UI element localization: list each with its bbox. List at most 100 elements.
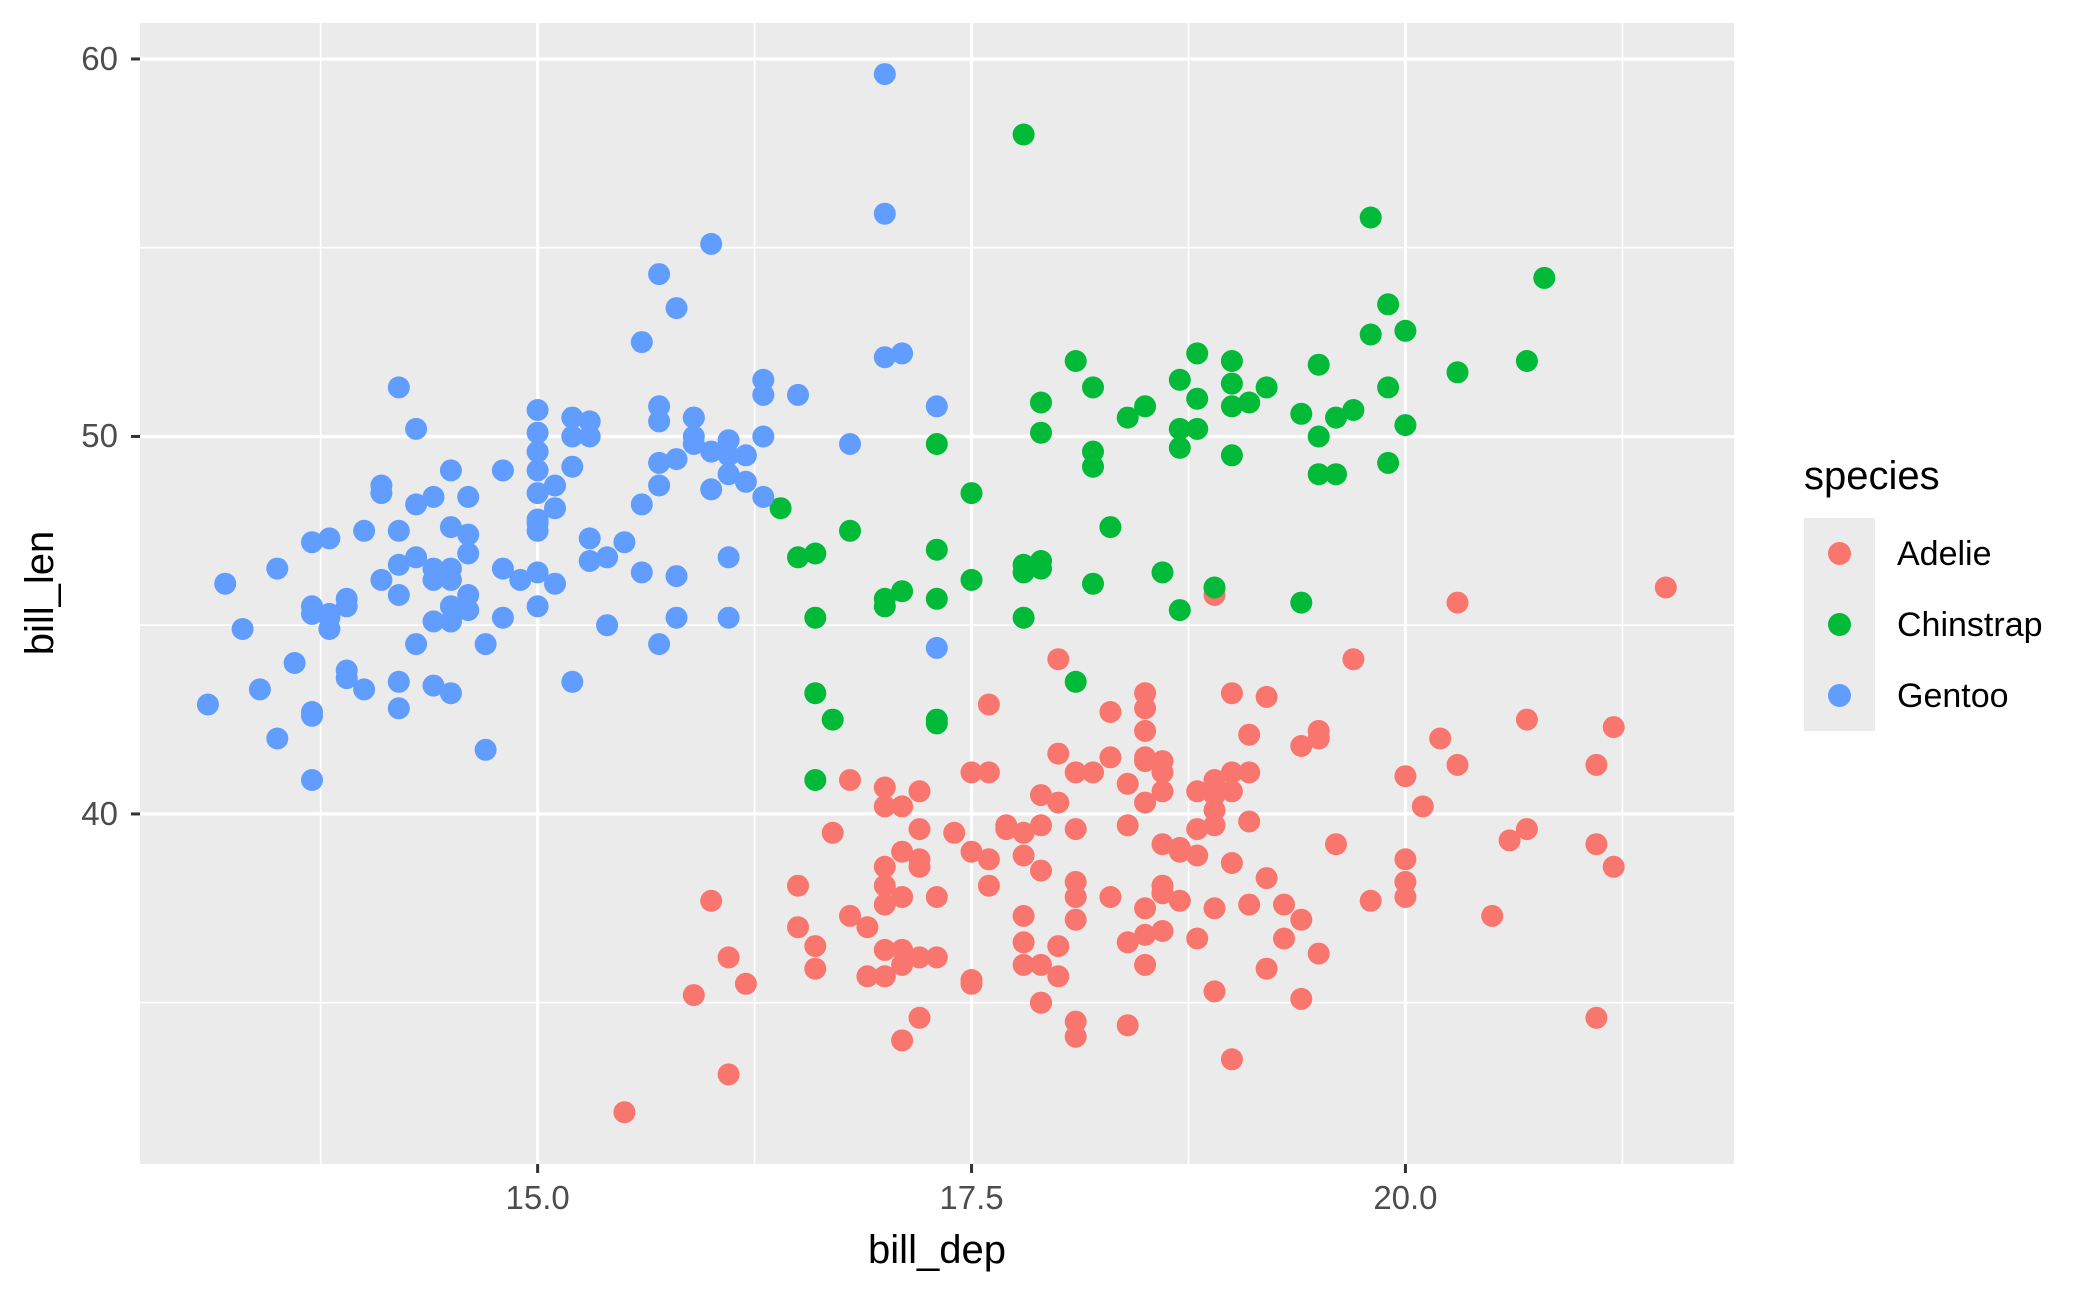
data-point-gentoo — [422, 568, 445, 591]
data-point-gentoo — [439, 557, 462, 580]
data-point-gentoo — [700, 440, 723, 463]
data-point-chinstrap — [787, 546, 809, 569]
data-point-gentoo — [700, 478, 723, 501]
data-point-adelie — [1134, 791, 1157, 814]
data-point-adelie — [925, 886, 948, 908]
data-point-adelie — [908, 946, 931, 969]
data-point-gentoo — [630, 561, 653, 584]
data-point-gentoo — [301, 701, 323, 723]
data-point-chinstrap — [1134, 395, 1157, 418]
data-point-adelie — [1151, 761, 1174, 784]
legend-items: Adelie Chinstrap Gentoo — [1804, 518, 2094, 731]
x-tick-label: 20.0 — [1373, 1179, 1438, 1216]
x-tick-label: 17.5 — [939, 1179, 1004, 1216]
data-point-gentoo — [405, 633, 428, 656]
data-point-chinstrap — [1082, 376, 1104, 399]
data-point-gentoo — [648, 263, 671, 286]
legend-key-box — [1804, 518, 1875, 589]
data-point-chinstrap — [1012, 561, 1035, 584]
data-point-gentoo — [561, 455, 584, 478]
data-point-adelie — [1134, 697, 1157, 720]
data-point-gentoo — [387, 697, 410, 720]
data-point-gentoo — [717, 444, 740, 467]
data-point-gentoo — [596, 546, 619, 569]
data-point-adelie — [1394, 870, 1417, 893]
data-point-gentoo — [873, 202, 896, 225]
data-point-chinstrap — [925, 708, 948, 731]
data-point-gentoo — [231, 618, 254, 640]
data-point-gentoo — [717, 546, 740, 569]
data-point-adelie — [1290, 987, 1313, 1010]
data-point-adelie — [1203, 814, 1226, 837]
data-point-gentoo — [491, 459, 514, 482]
data-point-gentoo — [301, 769, 323, 791]
data-point-adelie — [1030, 859, 1052, 882]
data-point-adelie — [960, 969, 983, 991]
data-point-gentoo — [283, 652, 306, 674]
data-point-gentoo — [318, 527, 341, 550]
data-point-adelie — [1151, 920, 1174, 942]
data-point-gentoo — [335, 587, 358, 610]
data-point-adelie — [682, 984, 705, 1007]
data-point-adelie — [1203, 897, 1226, 920]
data-point-adelie — [925, 946, 948, 969]
data-point-gentoo — [925, 636, 948, 659]
data-point-adelie — [1290, 735, 1313, 757]
data-point-adelie — [1064, 870, 1087, 893]
data-point-gentoo — [578, 410, 601, 433]
data-point-chinstrap — [804, 682, 827, 705]
data-point-adelie — [1186, 780, 1209, 803]
data-point-adelie — [1047, 935, 1070, 958]
data-point-adelie — [943, 821, 966, 844]
data-point-gentoo — [526, 561, 549, 584]
data-point-adelie — [1047, 648, 1070, 671]
data-point-gentoo — [544, 474, 566, 497]
data-point-adelie — [1134, 923, 1157, 946]
data-point-adelie — [1220, 761, 1243, 784]
data-point-chinstrap — [821, 708, 844, 731]
data-point-gentoo — [787, 383, 809, 406]
data-point-adelie — [1446, 591, 1469, 614]
data-point-adelie — [839, 769, 861, 791]
data-point-chinstrap — [1307, 463, 1330, 486]
data-point-gentoo — [474, 738, 497, 761]
legend-dot-icon — [1828, 542, 1851, 565]
data-point-adelie — [1602, 716, 1625, 739]
data-point-adelie — [1134, 719, 1157, 742]
data-point-gentoo — [561, 425, 584, 448]
data-point-chinstrap — [1359, 206, 1382, 229]
y-axis-title: bill_len — [18, 530, 62, 656]
data-point-adelie — [1220, 780, 1243, 803]
data-point-chinstrap — [1064, 350, 1087, 372]
data-point-chinstrap — [1515, 350, 1538, 372]
data-point-gentoo — [544, 497, 566, 520]
data-point-adelie — [1099, 746, 1122, 769]
data-point-adelie — [1082, 761, 1104, 784]
data-point-adelie — [1429, 727, 1452, 750]
data-point-chinstrap — [1220, 350, 1243, 372]
data-point-chinstrap — [1220, 395, 1243, 418]
data-point-adelie — [1394, 765, 1417, 788]
data-point-gentoo — [422, 674, 445, 697]
data-point-gentoo — [439, 459, 462, 482]
data-point-chinstrap — [1186, 417, 1209, 440]
data-point-gentoo — [457, 542, 480, 565]
data-point-gentoo — [648, 451, 671, 474]
data-point-gentoo — [873, 63, 896, 86]
data-point-gentoo — [457, 599, 480, 622]
data-point-gentoo — [422, 610, 445, 633]
data-point-gentoo — [387, 519, 410, 542]
data-point-gentoo — [509, 568, 532, 591]
data-point-adelie — [1515, 818, 1538, 841]
data-point-gentoo — [596, 614, 619, 637]
data-point-adelie — [787, 874, 809, 897]
data-point-adelie — [873, 855, 896, 878]
data-point-adelie — [1394, 886, 1417, 908]
data-point-chinstrap — [1012, 123, 1035, 146]
data-point-adelie — [1134, 897, 1157, 920]
data-point-gentoo — [214, 572, 237, 595]
data-point-adelie — [1255, 867, 1278, 890]
data-point-adelie — [1515, 708, 1538, 731]
data-point-adelie — [1186, 818, 1209, 841]
